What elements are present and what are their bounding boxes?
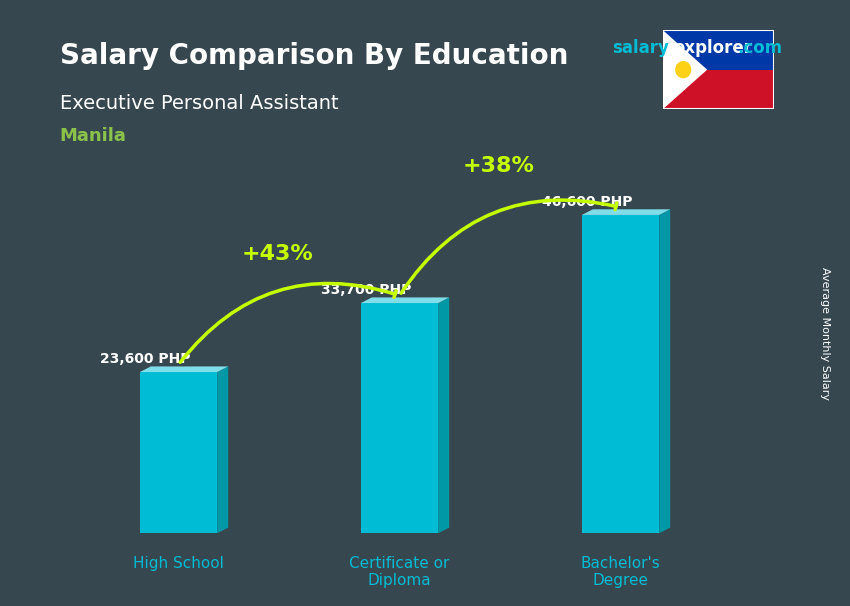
Text: +43%: +43% bbox=[242, 244, 314, 264]
Polygon shape bbox=[439, 298, 449, 533]
Polygon shape bbox=[663, 70, 774, 109]
Text: High School: High School bbox=[133, 556, 224, 571]
Text: Manila: Manila bbox=[60, 127, 127, 145]
Polygon shape bbox=[360, 303, 439, 533]
Text: 46,600 PHP: 46,600 PHP bbox=[542, 195, 632, 209]
Text: +38%: +38% bbox=[463, 156, 535, 176]
Polygon shape bbox=[360, 298, 449, 303]
Text: Salary Comparison By Education: Salary Comparison By Education bbox=[60, 42, 568, 70]
Polygon shape bbox=[218, 367, 228, 533]
Text: Executive Personal Assistant: Executive Personal Assistant bbox=[60, 94, 338, 113]
Polygon shape bbox=[581, 215, 659, 533]
Text: Certificate or
Diploma: Certificate or Diploma bbox=[349, 556, 450, 588]
Polygon shape bbox=[139, 367, 228, 372]
Text: Average Monthly Salary: Average Monthly Salary bbox=[819, 267, 830, 400]
Text: salary: salary bbox=[612, 39, 669, 58]
Text: 23,600 PHP: 23,600 PHP bbox=[100, 353, 190, 367]
Text: explorer: explorer bbox=[673, 39, 752, 58]
Polygon shape bbox=[663, 30, 707, 109]
Text: .com: .com bbox=[737, 39, 782, 58]
Polygon shape bbox=[659, 209, 670, 533]
Circle shape bbox=[675, 61, 691, 78]
Polygon shape bbox=[663, 30, 774, 70]
Text: Bachelor's
Degree: Bachelor's Degree bbox=[581, 556, 660, 588]
Polygon shape bbox=[139, 372, 218, 533]
Polygon shape bbox=[581, 209, 670, 215]
Text: 33,700 PHP: 33,700 PHP bbox=[321, 284, 411, 298]
